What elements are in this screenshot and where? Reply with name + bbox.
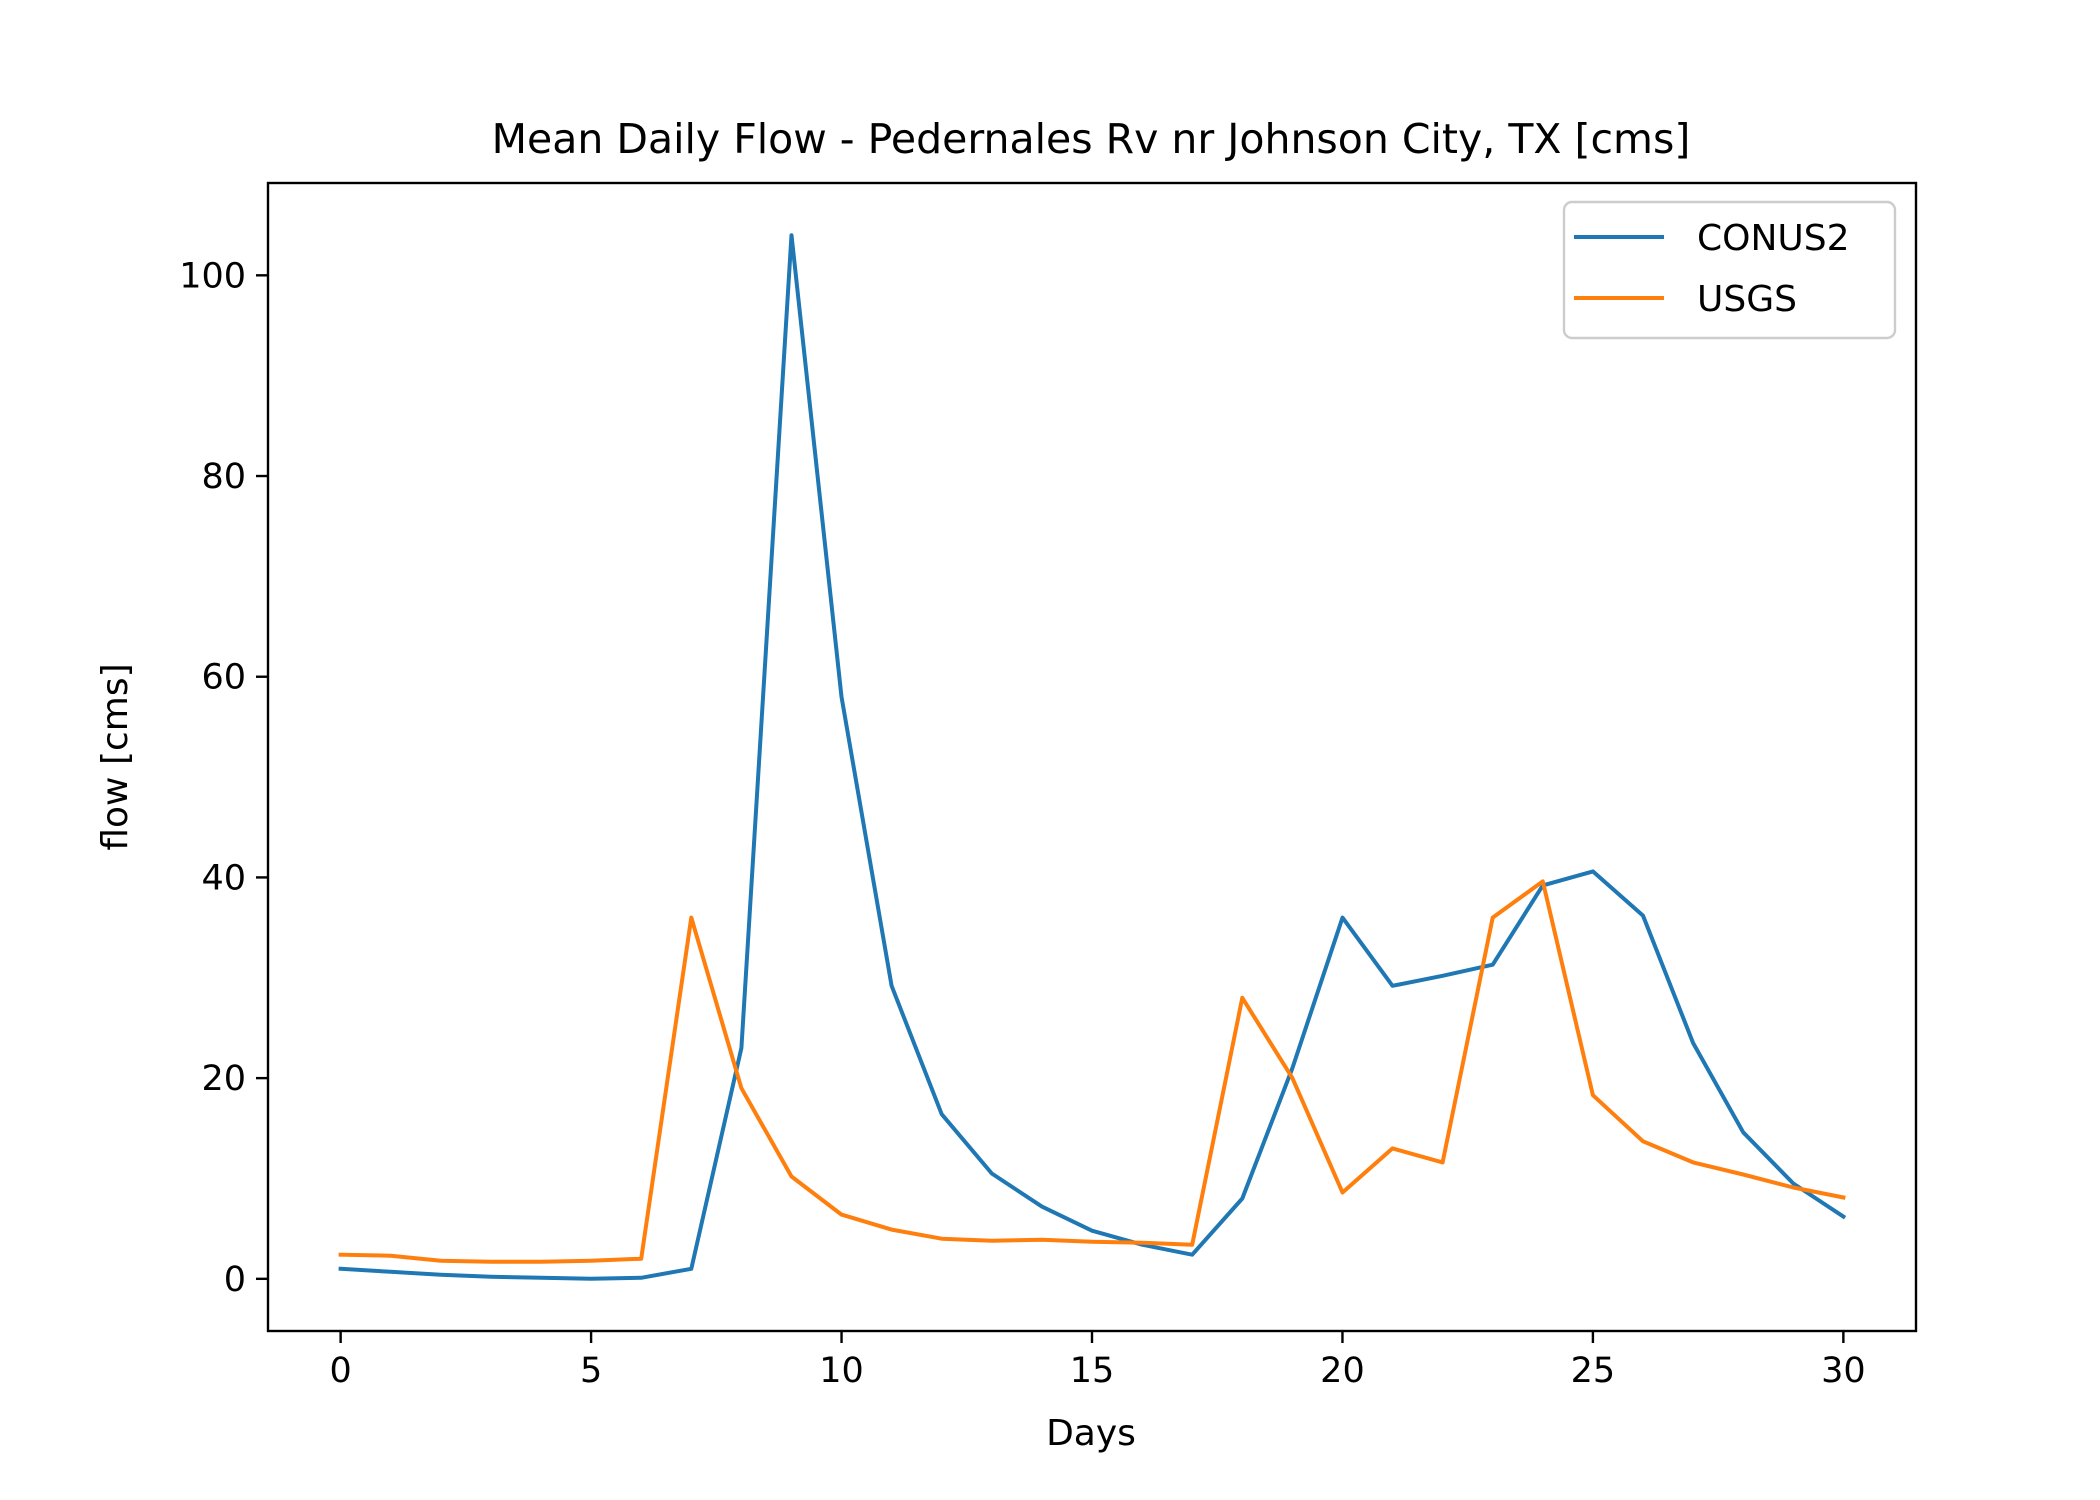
y-axis: 0 20 40 60 80 100 xyxy=(179,256,268,1300)
y-tick-label: 40 xyxy=(201,858,246,898)
y-tick-label: 80 xyxy=(201,457,246,497)
x-axis: 0 5 10 15 20 25 30 xyxy=(329,1331,1866,1391)
y-tick-label: 20 xyxy=(201,1059,246,1099)
legend-label: USGS xyxy=(1697,279,1797,320)
x-tick-label: 5 xyxy=(580,1351,602,1391)
legend-label: CONUS2 xyxy=(1697,218,1850,259)
y-tick-label: 100 xyxy=(179,256,246,296)
y-tick-label: 0 xyxy=(224,1260,246,1300)
x-tick-label: 0 xyxy=(329,1351,351,1391)
x-tick-label: 25 xyxy=(1571,1351,1616,1391)
y-tick-label: 60 xyxy=(201,658,246,698)
x-tick-label: 20 xyxy=(1320,1351,1365,1391)
legend: CONUS2 USGS xyxy=(1562,200,1897,340)
x-tick-label: 30 xyxy=(1821,1351,1866,1391)
x-tick-label: 15 xyxy=(1070,1351,1115,1391)
chart-title: Mean Daily Flow - Pedernales Rv nr Johns… xyxy=(492,115,1691,163)
x-axis-label: Days xyxy=(1046,1413,1136,1454)
series-line-conus2 xyxy=(338,233,1847,1281)
y-axis-label: flow [cms] xyxy=(95,663,136,850)
x-tick-label: 10 xyxy=(819,1351,864,1391)
series-layer xyxy=(338,233,1847,1281)
series-line-usgs xyxy=(338,879,1846,1264)
